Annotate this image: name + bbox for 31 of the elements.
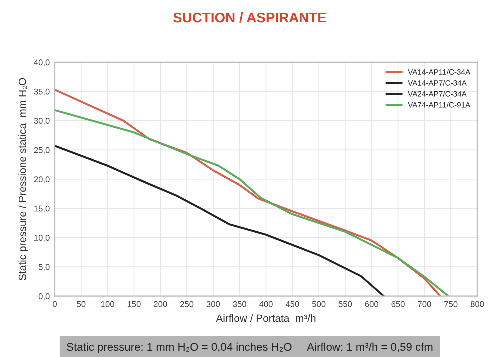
x-tick-label: 750 [444,301,458,308]
x-tick-label: 0 [53,301,57,308]
y-tick-label: 35,0 [34,88,50,96]
x-tick-label: 650 [392,301,405,308]
text: Static pressure: 1 mm H₂O = 0,04 inches H₂O Airflow: 1 m³/h = 0,59 cfm [67,342,433,354]
y-tick-label: 20,0 [34,176,50,184]
x-tick-label: 250 [180,301,194,308]
y-tick-label: 25,0 [34,147,50,154]
y-tick-label: 15,0 [34,206,50,213]
y-tick-label: 10,0 [34,235,50,242]
x-tick-label: 350 [233,301,246,308]
y-tick-label: 40,0 [34,60,50,67]
x-tick-label: 700 [418,301,432,308]
x-tick-label: 600 [365,301,378,308]
x-tick-label: 500 [312,301,326,308]
x-tick-label: 800 [470,301,484,308]
y-axis-title: Static pressure / Pressione statica mm H₂O [18,78,28,281]
y-tick-label: 0,0 [38,294,50,300]
x-axis-title: Airflow / Portata m³/h [216,314,316,322]
x-tick-label: 200 [154,301,168,308]
x-tick-label: 550 [338,301,352,308]
y-tick-label: 5,0 [38,264,50,272]
x-tick-label: 450 [286,301,300,308]
x-tick-label: 400 [259,301,273,308]
x-tick-label: 100 [101,301,114,308]
x-tick-label: 300 [206,301,220,308]
x-tick-label: 50 [77,301,86,308]
line-series [55,145,385,296]
chart-title: SUCTION / ASPIRANTE [173,12,326,23]
y-tick-label: 30,0 [34,118,50,126]
x-tick-label: 150 [128,301,141,308]
